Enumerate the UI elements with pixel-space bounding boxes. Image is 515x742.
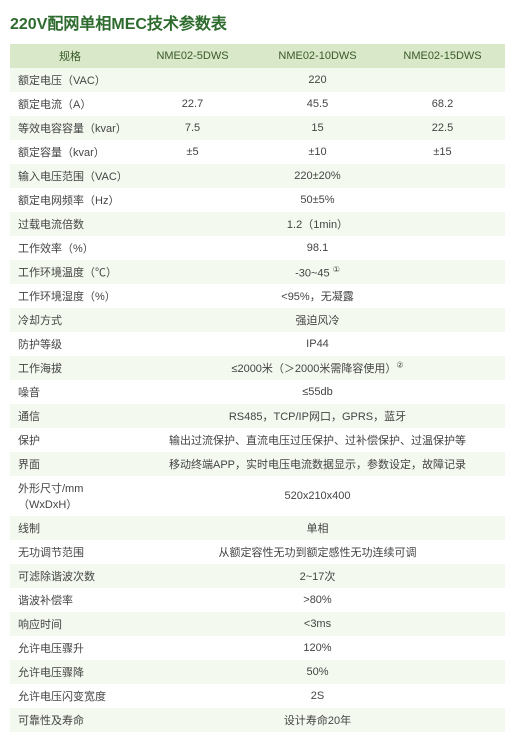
row-label: 可靠性及寿命 [10,708,130,732]
row-value: 从额定容性无功到额定感性无功连续可调 [130,540,505,564]
spec-table: 规格 NME02-5DWS NME02-10DWS NME02-15DWS 额定… [10,44,505,732]
row-value: 50±5% [130,188,505,212]
row-value: ±15 [380,140,505,164]
row-value: 输出过流保护、直流电压过压保护、过补偿保护、过温保护等 [130,428,505,452]
row-label: 冷却方式 [10,308,130,332]
row-value: 强迫风冷 [130,308,505,332]
row-value: 1.2（1min） [130,212,505,236]
row-label: 谐波补偿率 [10,588,130,612]
table-row: 工作海拔≤2000米（＞2000米需降容使用）② [10,356,505,380]
row-value: <3ms [130,612,505,636]
table-row: 噪音≤55db [10,380,505,404]
row-value: 2S [130,684,505,708]
row-value: ≤2000米（＞2000米需降容使用）② [130,356,505,380]
row-label: 额定电流（A） [10,92,130,116]
row-label: 噪音 [10,380,130,404]
row-value: 22.5 [380,116,505,140]
table-row: 允许电压骤降50% [10,660,505,684]
row-value: 68.2 [380,92,505,116]
table-row: 过载电流倍数1.2（1min） [10,212,505,236]
col-header: NME02-10DWS [255,44,380,68]
row-label: 额定电网频率（Hz） [10,188,130,212]
row-value: RS485，TCP/IP网口，GPRS，蓝牙 [130,404,505,428]
page-title: 220V配网单相MEC技术参数表 [10,10,505,34]
table-row: 工作环境湿度（%）<95%，无凝露 [10,284,505,308]
row-label: 保护 [10,428,130,452]
table-row: 冷却方式强迫风冷 [10,308,505,332]
table-row: 可滤除谐波次数2~17次 [10,564,505,588]
row-value: 45.5 [255,92,380,116]
row-label: 响应时间 [10,612,130,636]
row-value: 50% [130,660,505,684]
table-row: 额定电网频率（Hz）50±5% [10,188,505,212]
row-label: 无功调节范围 [10,540,130,564]
row-value: ≤55db [130,380,505,404]
col-header: NME02-15DWS [380,44,505,68]
table-row: 线制单相 [10,516,505,540]
row-value: 7.5 [130,116,255,140]
table-row: 防护等级IP44 [10,332,505,356]
row-label: 外形尺寸/mm（WxDxH） [10,476,130,516]
row-label: 允许电压闪变宽度 [10,684,130,708]
row-label: 过载电流倍数 [10,212,130,236]
row-label: 工作效率（%） [10,236,130,260]
row-label: 允许电压骤降 [10,660,130,684]
row-label: 工作环境温度（℃） [10,260,130,284]
col-header: 规格 [10,44,130,68]
table-row: 工作效率（%）98.1 [10,236,505,260]
row-label: 通信 [10,404,130,428]
row-value: 移动终端APP，实时电压电流数据显示，参数设定，故障记录 [130,452,505,476]
row-value: 22.7 [130,92,255,116]
table-row: 额定电压（VAC）220 [10,68,505,92]
row-label: 防护等级 [10,332,130,356]
row-value: ±5 [130,140,255,164]
row-label: 工作环境湿度（%） [10,284,130,308]
row-value: <95%，无凝露 [130,284,505,308]
row-label: 额定容量（kvar） [10,140,130,164]
row-label: 工作海拔 [10,356,130,380]
row-label: 额定电压（VAC） [10,68,130,92]
row-value: 15 [255,116,380,140]
table-row: 外形尺寸/mm（WxDxH）520x210x400 [10,476,505,516]
table-row: 保护输出过流保护、直流电压过压保护、过补偿保护、过温保护等 [10,428,505,452]
table-row: 等效电容容量（kvar）7.51522.5 [10,116,505,140]
table-row: 工作环境温度（℃）-30~45 ① [10,260,505,284]
row-value: 98.1 [130,236,505,260]
row-value: 220 [130,68,505,92]
row-value: 单相 [130,516,505,540]
table-row: 界面移动终端APP，实时电压电流数据显示，参数设定，故障记录 [10,452,505,476]
row-label: 输入电压范围（VAC） [10,164,130,188]
table-row: 响应时间<3ms [10,612,505,636]
row-label: 可滤除谐波次数 [10,564,130,588]
row-value: 520x210x400 [130,476,505,516]
row-label: 界面 [10,452,130,476]
table-row: 允许电压闪变宽度2S [10,684,505,708]
row-value: 设计寿命20年 [130,708,505,732]
row-label: 允许电压骤升 [10,636,130,660]
table-row: 额定容量（kvar）±5±10±15 [10,140,505,164]
header-row: 规格 NME02-5DWS NME02-10DWS NME02-15DWS [10,44,505,68]
row-value: IP44 [130,332,505,356]
row-label: 等效电容容量（kvar） [10,116,130,140]
row-value: 120% [130,636,505,660]
table-row: 谐波补偿率>80% [10,588,505,612]
table-row: 可靠性及寿命设计寿命20年 [10,708,505,732]
row-value: 220±20% [130,164,505,188]
table-row: 输入电压范围（VAC）220±20% [10,164,505,188]
row-value: -30~45 ① [130,260,505,284]
row-value: >80% [130,588,505,612]
row-value: 2~17次 [130,564,505,588]
col-header: NME02-5DWS [130,44,255,68]
table-row: 通信RS485，TCP/IP网口，GPRS，蓝牙 [10,404,505,428]
row-value: ±10 [255,140,380,164]
table-row: 额定电流（A）22.745.568.2 [10,92,505,116]
row-label: 线制 [10,516,130,540]
table-row: 无功调节范围从额定容性无功到额定感性无功连续可调 [10,540,505,564]
table-row: 允许电压骤升120% [10,636,505,660]
